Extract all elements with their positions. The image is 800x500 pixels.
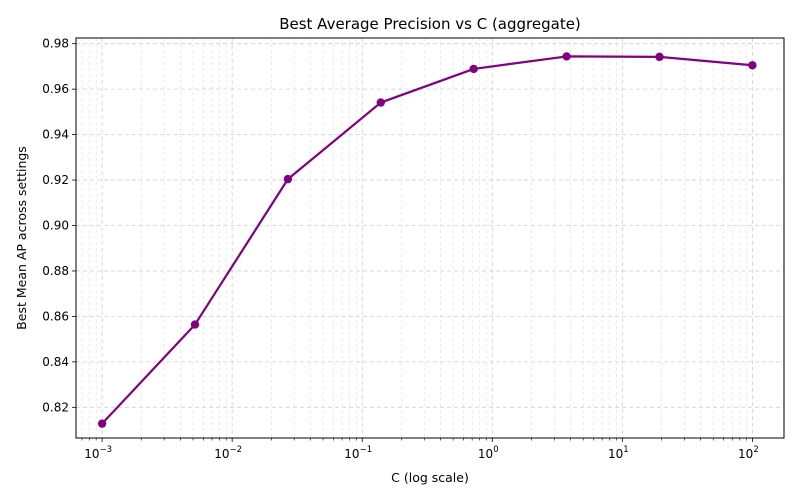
x-tick-label: 101 xyxy=(608,445,629,461)
y-tick-label: 0.88 xyxy=(42,264,69,278)
data-point xyxy=(655,52,664,62)
y-axis-label: Best Mean AP across settings xyxy=(14,146,29,330)
y-tick-label: 0.82 xyxy=(42,400,69,414)
y-tick-label: 0.84 xyxy=(42,355,69,369)
series xyxy=(97,52,757,428)
plot-frame xyxy=(75,37,785,439)
y-tick-label: 0.86 xyxy=(42,309,69,323)
ticks: 10−3 10−2 10−1 100 101 102 0.82 0.84 0.86 0.88 0.9… xyxy=(42,37,758,461)
grid xyxy=(76,38,784,438)
y-tick-label: 0.96 xyxy=(42,82,69,96)
x-axis-label: C (log scale) xyxy=(391,470,469,485)
y-tick-label: 0.94 xyxy=(42,128,69,142)
x-tick-label: 10−2 xyxy=(214,445,242,461)
y-tick-label: 0.92 xyxy=(42,173,69,187)
data-point xyxy=(97,419,107,428)
x-tick-label: 10−1 xyxy=(344,445,372,461)
series-line xyxy=(101,55,753,425)
y-tick-label: 0.90 xyxy=(42,219,69,233)
data-point xyxy=(376,98,385,107)
x-tick-label: 102 xyxy=(738,445,759,461)
data-point xyxy=(562,52,571,61)
y-tick-label: 0.98 xyxy=(42,37,69,51)
x-tick-label: 100 xyxy=(478,445,499,461)
data-point xyxy=(748,61,757,70)
x-tick-label: 10−3 xyxy=(84,445,112,461)
data-point xyxy=(190,320,200,329)
chart-title: Best Average Precision vs C (aggregate) xyxy=(279,15,581,33)
data-point xyxy=(283,174,293,184)
data-point xyxy=(469,64,478,74)
